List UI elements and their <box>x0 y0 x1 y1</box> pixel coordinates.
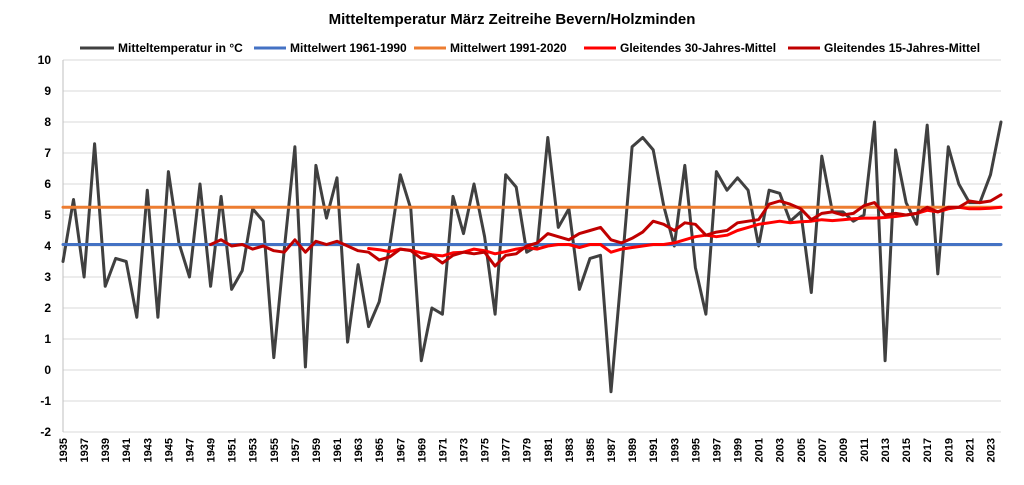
x-tick-label: 2023 <box>985 438 997 462</box>
y-tick-label: 10 <box>38 53 52 67</box>
x-tick-label: 2019 <box>943 438 955 462</box>
legend-label-mitteltemperatur: Mitteltemperatur in °C <box>118 41 243 55</box>
x-tick-label: 1959 <box>311 438 323 462</box>
x-tick-label: 2017 <box>922 438 934 462</box>
x-tick-label: 2001 <box>754 438 766 462</box>
x-tick-label: 1939 <box>100 438 112 462</box>
x-tick-label: 1977 <box>501 438 513 462</box>
x-tick-label: 1981 <box>543 438 555 462</box>
y-tick-label: 1 <box>44 332 51 346</box>
legend-label-15-jahres-mittel: Gleitendes 15-Jahres-Mittel <box>824 41 980 55</box>
legend-label-30-jahres-mittel: Gleitendes 30-Jahres-Mittel <box>620 41 776 55</box>
y-axis-ticks: -2 -1 0 1 2 3 4 5 6 7 8 9 10 <box>38 53 52 439</box>
x-tick-label: 1963 <box>353 438 365 462</box>
x-tick-label: 1943 <box>142 438 154 462</box>
chart-title: Mitteltemperatur März Zeitreihe Bevern/H… <box>329 11 696 28</box>
x-tick-label: 2007 <box>817 438 829 462</box>
x-tick-label: 1965 <box>374 438 386 462</box>
x-tick-label: 1999 <box>733 438 745 462</box>
y-tick-label: -1 <box>40 394 51 408</box>
y-tick-label: 5 <box>44 208 51 222</box>
series-lines <box>61 120 1003 394</box>
x-tick-label: 2003 <box>775 438 787 462</box>
x-tick-label: 1953 <box>248 438 260 462</box>
x-tick-label: 1995 <box>690 438 702 462</box>
y-tick-label: 0 <box>44 363 51 377</box>
x-tick-label: 1947 <box>184 438 196 462</box>
x-tick-label: 1941 <box>121 438 133 462</box>
x-tick-label: 1969 <box>416 438 428 462</box>
y-tick-label: 4 <box>44 239 51 253</box>
y-tick-label: 6 <box>44 177 51 191</box>
x-tick-label: 2011 <box>859 438 871 462</box>
y-tick-label: 8 <box>44 115 51 129</box>
x-tick-label: 1935 <box>58 438 70 462</box>
series-gleitendes-15-jahres-mittel <box>209 193 1003 268</box>
legend-label-mittelwert-1961-1990: Mittelwert 1961-1990 <box>290 41 407 55</box>
x-tick-label: 1985 <box>585 438 597 462</box>
x-tick-label: 1945 <box>163 438 175 462</box>
x-tick-label: 1967 <box>395 438 407 462</box>
x-tick-label: 2015 <box>901 438 913 462</box>
x-tick-label: 1957 <box>290 438 302 462</box>
x-axis-ticks: 1935 1937 1939 1941 1943 1945 1947 1949 1951 1953… <box>58 438 997 462</box>
x-tick-label: 1961 <box>332 438 344 462</box>
x-tick-label: 1975 <box>480 438 492 462</box>
y-tick-label: 9 <box>44 84 51 98</box>
x-tick-label: 2021 <box>964 438 976 462</box>
y-tick-label: 7 <box>44 146 51 160</box>
legend: Mitteltemperatur in °C Mittelwert 1961-1… <box>80 41 980 55</box>
x-tick-label: 1951 <box>227 438 239 462</box>
x-tick-label: 1949 <box>206 438 218 462</box>
x-tick-label: 1989 <box>627 438 639 462</box>
y-tick-label: 2 <box>44 301 51 315</box>
x-tick-label: 1937 <box>79 438 91 462</box>
x-tick-label: 1997 <box>711 438 723 462</box>
x-tick-label: 1983 <box>564 438 576 462</box>
x-tick-label: 1979 <box>522 438 534 462</box>
legend-label-mittelwert-1991-2020: Mittelwert 1991-2020 <box>450 41 567 55</box>
x-tick-label: 1971 <box>437 438 449 462</box>
series-line-gleitendes-15-jahres-mittel <box>209 193 1003 268</box>
x-tick-label: 1955 <box>269 438 281 462</box>
x-tick-label: 1993 <box>669 438 681 462</box>
x-tick-label: 1991 <box>648 438 660 462</box>
x-tick-label: 2005 <box>796 438 808 462</box>
x-tick-label: 2013 <box>880 438 892 462</box>
x-tick-label: 1987 <box>606 438 618 462</box>
x-tick-label: 2009 <box>838 438 850 462</box>
y-tick-label: 3 <box>44 270 51 284</box>
x-tick-label: 1973 <box>458 438 470 462</box>
y-tick-label: -2 <box>40 425 51 439</box>
